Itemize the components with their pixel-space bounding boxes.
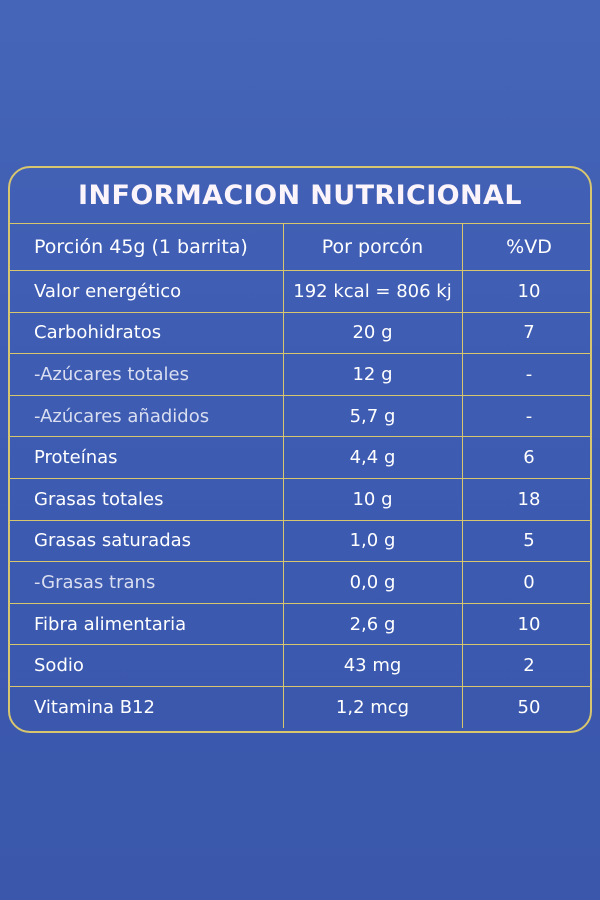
table-row: Sodio 43 mg 2 [10, 644, 590, 687]
nutrient-amount: 2,6 g [282, 602, 462, 645]
nutrient-vd: 5 [461, 519, 590, 562]
table-header-row: Porción 45g (1 barrita) Por porcón %VD [10, 223, 590, 271]
portion-header: Porción 45g (1 barrita) [10, 223, 283, 271]
nutrient-amount: 5,7 g [282, 394, 462, 437]
nutrient-vd: 50 [461, 685, 590, 728]
nutrient-name: Valor energético [10, 270, 283, 313]
nutrient-name: -Grasas trans [10, 561, 283, 604]
nutrient-name: -Azúcares totales [10, 353, 283, 396]
table-row: Fibra alimentaria 2,6 g 10 [10, 602, 590, 645]
per-serving-header: Por porcón [282, 223, 462, 271]
nutrient-name: Vitamina B12 [10, 685, 283, 728]
nutrient-amount: 43 mg [282, 644, 462, 687]
nutrition-panel: INFORMACION NUTRICIONAL Porción 45g (1 b… [8, 166, 592, 733]
nutrient-vd: - [461, 394, 590, 437]
table-row: Vitamina B12 1,2 mcg 50 [10, 685, 590, 728]
nutrient-vd: - [461, 353, 590, 396]
nutrient-vd: 6 [461, 436, 590, 479]
nutrient-name: Sodio [10, 644, 283, 687]
nutrient-amount: 1,2 mcg [282, 685, 462, 728]
nutrient-vd: 10 [461, 602, 590, 645]
panel-title: INFORMACION NUTRICIONAL [78, 180, 522, 211]
nutrient-name: Carbohidratos [10, 311, 283, 354]
nutrient-vd: 0 [461, 561, 590, 604]
table-row: -Azúcares totales 12 g- [10, 353, 590, 396]
nutrition-table: Porción 45g (1 barrita) Por porcón %VD V… [10, 223, 590, 728]
nutrient-amount: 20 g [282, 311, 462, 354]
nutrient-amount: 192 kcal = 806 kj [282, 270, 462, 313]
nutrient-vd: 18 [461, 477, 590, 521]
nutrient-amount: 0,0 g [282, 561, 462, 604]
nutrient-name: Grasas saturadas [10, 519, 283, 562]
table-row: -Azúcares añadidos 5,7 g- [10, 394, 590, 437]
nutrient-vd: 10 [461, 270, 590, 313]
nutrient-amount: 1,0 g [282, 519, 462, 562]
table-row: Grasas totales 10 g 18 [10, 477, 590, 521]
nutrient-name: Fibra alimentaria [10, 602, 283, 645]
nutrient-vd: 2 [461, 644, 590, 687]
nutrient-amount: 4,4 g [282, 436, 462, 479]
nutrient-vd: 7 [461, 311, 590, 354]
nutrient-name: Grasas totales [10, 477, 283, 521]
nutrient-name: -Azúcares añadidos [10, 394, 283, 437]
nutrient-amount: 10 g [282, 477, 462, 521]
nutrient-amount: 12 g [282, 353, 462, 396]
vd-header: %VD [461, 223, 590, 271]
table-row: Valor energético 192 kcal = 806 kj 10 [10, 270, 590, 313]
nutrient-name: Proteínas [10, 436, 283, 479]
